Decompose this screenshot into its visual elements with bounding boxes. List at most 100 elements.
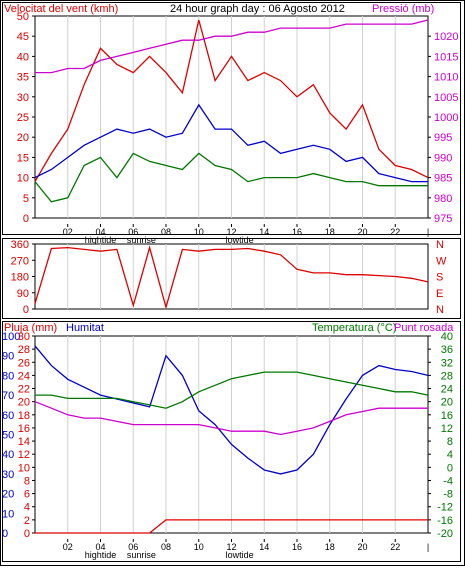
climate-xtick-label: 18 [325,542,335,552]
wind-xtick-label: 22 [390,227,400,237]
direction-compass-label: N [436,304,444,316]
wind-ytick-label: 30 [17,92,29,104]
humidity-label: Humitat [66,322,104,334]
wind-ytick-label: 50 [17,11,29,23]
direction-ytick-label: 180 [11,272,29,284]
climate-xtick-label: 02 [63,542,73,552]
direction-compass-label: E [436,288,443,300]
humidity-ytick-label: 80 [2,370,14,382]
wind-speed-label: Velocitat del vent (kmh) [4,3,118,15]
wind-ytick-label: 35 [17,72,29,84]
series-wind-speed-low [34,152,428,203]
direction-ytick-label: 270 [11,255,29,267]
rain-humidity-temp-chart: 0102030405060708090100024681012141618202… [2,331,453,560]
rain-ytick-label: 16 [18,423,30,435]
pressure-ytick-label: 1010 [434,72,458,84]
wind-xtick-label: 20 [357,227,367,237]
wind-pressure-chart: 0510152025303540455097598098599099510001… [17,11,459,245]
climate-xtick-label: 10 [194,542,204,552]
humidity-ytick-label: 60 [2,410,14,422]
wind-ytick-label: 5 [23,193,29,205]
pressure-ytick-label: 1015 [434,51,458,63]
climate-xtick-label: 16 [292,542,302,552]
humidity-ytick-label: 90 [2,351,14,363]
temperature-ytick-label: -16 [437,515,453,527]
climate-annotation-hightide: hightide [85,550,117,560]
temperature-ytick-label: 8 [447,436,453,448]
pressure-ytick-label: 985 [434,173,452,185]
wind-ytick-label: 15 [17,152,29,164]
temperature-ytick-label: -4 [443,475,453,487]
rain-ytick-label: 2 [24,515,30,527]
rain-ytick-label: 8 [24,475,30,487]
direction-compass-label: W [436,255,447,267]
pressure-ytick-label: 1020 [434,31,458,43]
humidity-ytick-label: 70 [2,390,14,402]
wind-ytick-label: 45 [17,31,29,43]
wind-xtick-label: 18 [325,227,335,237]
rain-ytick-label: 12 [18,449,30,461]
dewpoint-label: Punt rosada [394,322,454,334]
rain-ytick-label: 26 [18,357,30,369]
pressure-ytick-label: 980 [434,193,452,205]
wind-xtick-end: | [427,227,429,237]
rain-ytick-label: 20 [18,397,30,409]
wind-ytick-label: 0 [23,213,29,225]
rain-ytick-label: 28 [18,344,30,356]
rain-ytick-label: 4 [24,502,30,514]
temperature-ytick-label: 36 [441,344,453,356]
rain-ytick-label: 14 [18,436,30,448]
rain-label: Pluja (mm) [4,322,57,334]
direction-compass-label: N [436,239,444,251]
temperature-ytick-label: -20 [437,528,453,540]
wind-ytick-label: 10 [17,173,29,185]
humidity-ytick-label: 100 [2,331,20,343]
humidity-ytick-label: 20 [2,489,14,501]
climate-xtick-label: 04 [95,542,105,552]
rain-ytick-label: 24 [18,370,30,382]
wind-xtick-label: 06 [128,227,138,237]
temperature-ytick-label: 24 [441,384,453,396]
direction-ytick-label: 360 [11,239,29,251]
temperature-ytick-label: 4 [447,449,453,461]
climate-annotation-sunrise: sunrise [127,550,156,560]
rain-ytick-label: 22 [18,384,30,396]
wind-xtick-label: 04 [95,227,105,237]
wind-xtick-label: 10 [194,227,204,237]
temperature-ytick-label: 12 [441,423,453,435]
wind-ytick-label: 20 [17,132,29,144]
temperature-ytick-label: 28 [441,370,453,382]
temperature-ytick-label: -12 [437,502,453,514]
pressure-label: Pressió (mb) [372,3,434,15]
rain-ytick-label: 30 [18,331,30,343]
climate-xtick-label: 14 [259,542,269,552]
rain-ytick-label: 18 [18,410,30,422]
series-pluja-mm- [35,519,428,534]
direction-ytick-label: 0 [23,304,29,316]
wind-direction-chart: 0 N 90 E 180 S 270 W 360 N [11,239,447,316]
series-wind-direction [34,245,429,310]
climate-xtick-label: 12 [226,542,236,552]
wind-xtick-label: 14 [259,227,269,237]
temperature-label: Temperatura (°C) [312,322,396,334]
temperature-ytick-label: 0 [447,462,453,474]
rain-ytick-label: 0 [24,528,30,540]
pressure-ytick-label: 975 [434,213,452,225]
temperature-ytick-label: 32 [441,357,453,369]
series-gust [34,19,429,182]
humidity-ytick-label: 50 [2,430,14,442]
series-wind-speed [34,103,428,183]
series-pressi-mb- [35,19,429,74]
wind-xtick-label: 08 [161,227,171,237]
series-punt-rosada [34,401,428,436]
wind-xtick-label: 02 [63,227,73,237]
climate-xtick-label: 08 [161,542,171,552]
wind-annotation-lowtide: lowtide [226,235,254,245]
climate-xtick-label: 20 [357,542,367,552]
climate-xtick-label: 06 [128,542,138,552]
panel3-frame [2,321,461,562]
series-temperatura-c- [35,371,429,409]
wind-ytick-label: 25 [17,112,29,124]
